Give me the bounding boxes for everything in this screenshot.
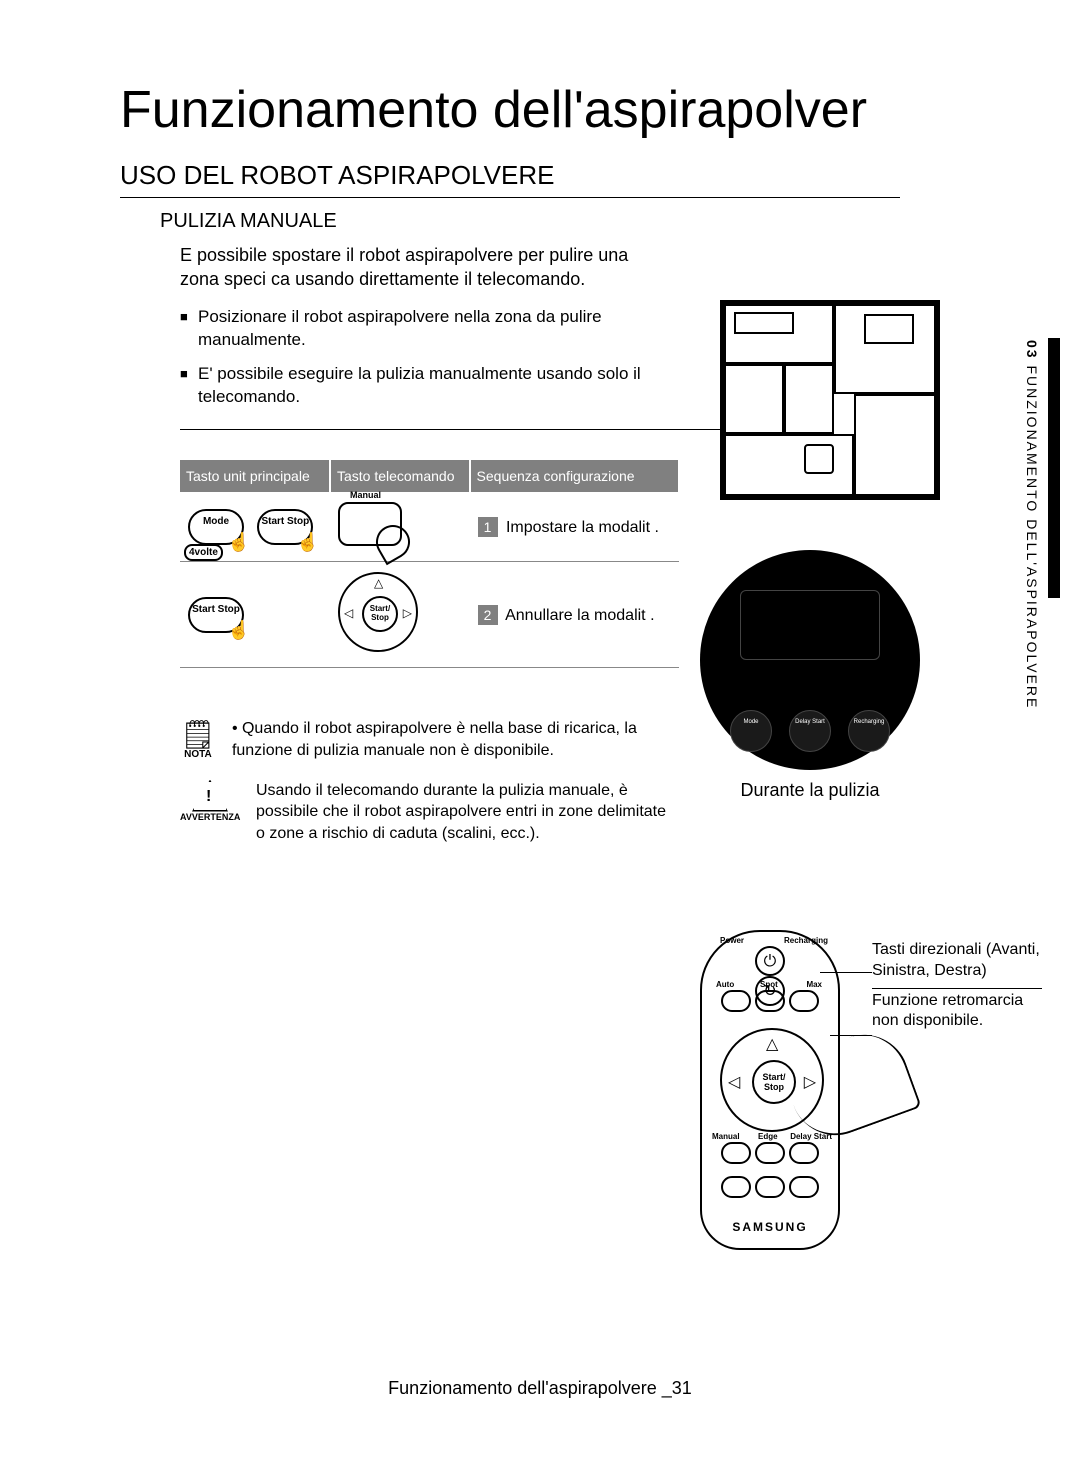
hand-icon: ☝: [228, 621, 250, 641]
warning-text: Usando il telecomando durante la pulizia…: [256, 780, 670, 845]
step-text: Annullare la modalit .: [505, 607, 654, 624]
table-header: Tasto unit principale: [180, 460, 330, 492]
step-number: 1: [478, 517, 498, 537]
side-tab-number: 03: [1024, 340, 1040, 360]
startstop-button-icon: Start Stop ☝: [188, 597, 244, 633]
bullet-item: E' possibile eseguire la pulizia manualm…: [180, 363, 700, 409]
cell-remote: Manual: [330, 492, 470, 562]
subsection-title: PULIZIA MANUALE: [160, 210, 1020, 233]
note-icon: 🗒NOTA: [180, 718, 216, 761]
table-header-row: Tasto unit principale Tasto telecomando …: [180, 460, 679, 492]
hand-icon: ☝: [228, 533, 250, 553]
leader-line: [820, 972, 872, 973]
hand-outline: [760, 1020, 960, 1140]
step-number: 2: [478, 605, 498, 625]
brand-label: SAMSUNG: [702, 1220, 838, 1234]
robot-display-figure: Mode Delay Start Recharging Durante la p…: [700, 550, 920, 801]
cell-main-unit: Mode 4volte ☝ Start Stop ☝: [180, 492, 330, 562]
robot-mode-btn: Mode: [730, 710, 772, 752]
side-tab-text: FUNZIONAMENTO DELL'ASPIRAPOLVERE: [1024, 365, 1040, 709]
warning-icon: AVVERTENZA: [180, 780, 240, 845]
note-block: 🗒NOTA • Quando il robot aspirapolvere è …: [180, 718, 670, 761]
mode-button-icon: Mode 4volte ☝: [188, 509, 244, 545]
callout-line2: Funzione retromarcia non disponibile.: [872, 991, 1042, 1033]
times-label: 4volte: [184, 544, 223, 561]
robot-recharge-btn: Recharging: [848, 710, 890, 752]
robot-delay-btn: Delay Start: [789, 710, 831, 752]
table-header: Tasto telecomando: [330, 460, 470, 492]
power-icon: ⏻: [755, 946, 785, 976]
warning-block: AVVERTENZA Usando il telecomando durante…: [180, 780, 670, 845]
leader-line: [830, 1035, 872, 1036]
callout-line1: Tasti direzionali (Avanti, Sinistra, Des…: [872, 940, 1042, 982]
table-header: Sequenza configurazione: [470, 460, 679, 492]
remote-nav-icon: △◁▷ Start/ Stop: [338, 572, 418, 652]
robot-caption: Durante la pulizia: [700, 780, 920, 801]
step-text: Impostare la modalit .: [506, 519, 659, 536]
sequence-table: Tasto unit principale Tasto telecomando …: [180, 460, 680, 668]
floorplan-diagram: [720, 300, 940, 500]
intro-paragraph: E possibile spostare il robot aspirapolv…: [180, 243, 630, 292]
section-title: USO DEL ROBOT ASPIRAPOLVERE: [120, 160, 900, 198]
page-footer: Funzionamento dell'aspirapolvere _31: [0, 1378, 1080, 1399]
manual-button-icon: Manual: [338, 502, 402, 546]
table-row: Start Stop ☝ △◁▷ Start/ Stop 2 Annullare…: [180, 562, 679, 668]
cell-main-unit: Start Stop ☝: [180, 562, 330, 668]
table-row: Mode 4volte ☝ Start Stop ☝ Manual 1 Impo…: [180, 492, 679, 562]
cell-sequence: 2 Annullare la modalit .: [470, 562, 679, 668]
hand-icon: ☝: [297, 533, 319, 553]
robot-circle: Mode Delay Start Recharging: [700, 550, 920, 770]
cell-remote: △◁▷ Start/ Stop: [330, 562, 470, 668]
bullet-list: Posizionare il robot aspirapolvere nella…: [180, 306, 700, 410]
side-tab: 03 FUNZIONAMENTO DELL'ASPIRAPOLVERE: [1024, 340, 1040, 709]
startstop-button-icon: Start Stop ☝: [257, 509, 313, 545]
note-text: • Quando il robot aspirapolvere è nella …: [232, 718, 670, 761]
page-title: Funzionamento dell'aspirapolver: [120, 80, 1020, 140]
cell-sequence: 1 Impostare la modalit .: [470, 492, 679, 562]
bullet-item: Posizionare il robot aspirapolvere nella…: [180, 306, 700, 352]
callout-text: Tasti direzionali (Avanti, Sinistra, Des…: [872, 940, 1042, 1032]
